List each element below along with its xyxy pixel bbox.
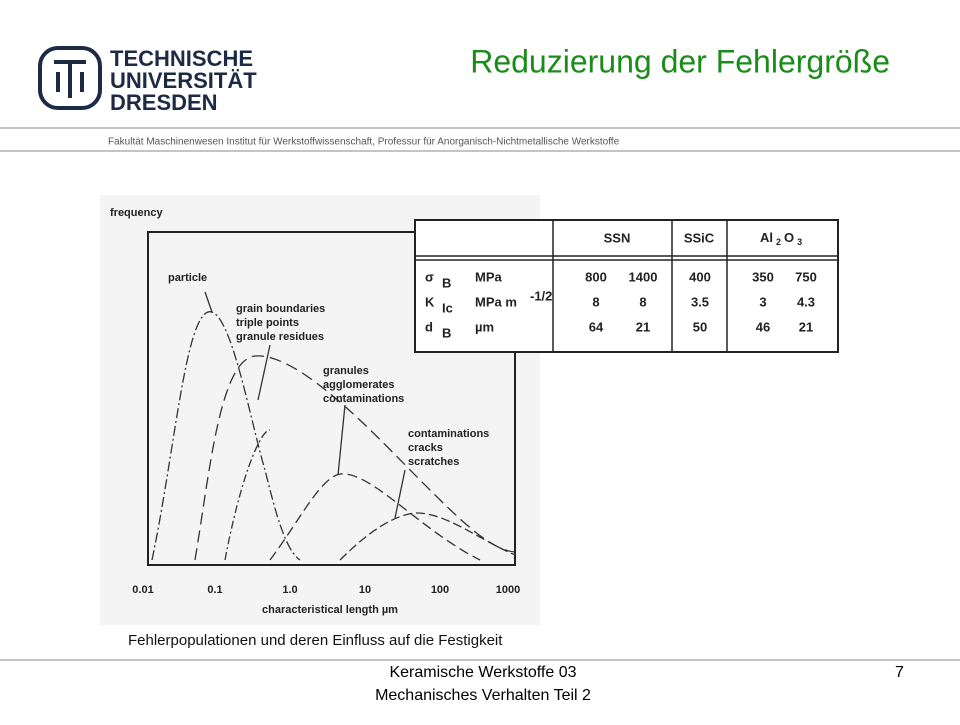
subtitle: Fakultät Maschinenwesen Institut für Wer… [108, 137, 620, 148]
caption: Fehlerpopulationen und deren Einfluss au… [128, 632, 503, 649]
column-header: SSiC [684, 230, 715, 245]
cell-value: 350 [752, 269, 774, 284]
column-header: Al 2 O 3 [760, 230, 802, 247]
header-part: 3 [797, 237, 802, 247]
curve-label: granules [323, 365, 369, 377]
curve-label: granule residues [236, 331, 324, 343]
logo-text: TECHNISCHE [110, 46, 253, 71]
data-table [414, 219, 839, 353]
row-unit: µm [475, 319, 494, 334]
x-tick-label: 0.1 [207, 584, 222, 596]
header-part: Al [760, 230, 773, 245]
row-symbol: σ [425, 269, 434, 284]
x-tick-label: 100 [431, 584, 449, 596]
curve-label: scratches [408, 456, 459, 468]
plot-frame [147, 231, 516, 566]
cell-value: 800 [585, 269, 607, 284]
curve-label: contaminations [323, 393, 404, 405]
cell-value: 400 [689, 269, 711, 284]
row-symbol: d [425, 319, 433, 334]
row-unit-sup: -1/2 [530, 288, 552, 303]
footer-text: Keramische Werkstoffe 03 [389, 664, 576, 681]
row-subscript: B [442, 325, 451, 340]
row-subscript: Ic [442, 300, 453, 315]
curve-label: grain boundaries [236, 303, 325, 315]
row-unit: MPa m [475, 294, 517, 309]
y-axis-label: frequency [110, 207, 163, 219]
title: Reduzierung der Fehlergröße [470, 43, 890, 79]
cell-value: 8 [639, 294, 646, 309]
cell-value: 1400 [629, 269, 658, 284]
header-part: 2 [776, 237, 781, 247]
row-unit: MPa [475, 269, 503, 284]
curve-label: agglomerates [323, 379, 395, 391]
cell-value: 21 [799, 319, 813, 334]
row-subscript: B [442, 275, 451, 290]
cell-value: 21 [636, 319, 650, 334]
cell-value: 64 [589, 319, 604, 334]
x-tick-label: 10 [359, 584, 371, 596]
header-part: O [784, 230, 794, 245]
cell-value: 46 [756, 319, 770, 334]
x-tick-label: 0.01 [132, 584, 153, 596]
curve-label: contaminations [408, 428, 489, 440]
logo-text: UNIVERSITÄT [110, 68, 257, 93]
footer-text: Mechanisches Verhalten Teil 2 [375, 687, 591, 704]
x-tick-label: 1000 [496, 584, 520, 596]
x-axis-label: characteristical length µm [262, 604, 398, 616]
table-frame [414, 219, 839, 353]
table-lines [415, 220, 838, 352]
logo-text: DRESDEN [110, 90, 218, 115]
cell-value: 4.3 [797, 294, 815, 309]
row-symbol: K [425, 294, 435, 309]
cell-value: 750 [795, 269, 817, 284]
cell-value: 3.5 [691, 294, 709, 309]
cell-value: 3 [759, 294, 766, 309]
curves [151, 291, 516, 561]
curve-label: cracks [408, 442, 443, 454]
page-number: 7 [895, 664, 904, 681]
column-header: SSN [604, 230, 631, 245]
cell-value: 50 [693, 319, 707, 334]
cell-value: 8 [592, 294, 599, 309]
curve-label: triple points [236, 317, 299, 329]
x-tick-label: 1.0 [282, 584, 297, 596]
logo-emblem [38, 46, 102, 110]
curve-label: particle [168, 272, 207, 284]
